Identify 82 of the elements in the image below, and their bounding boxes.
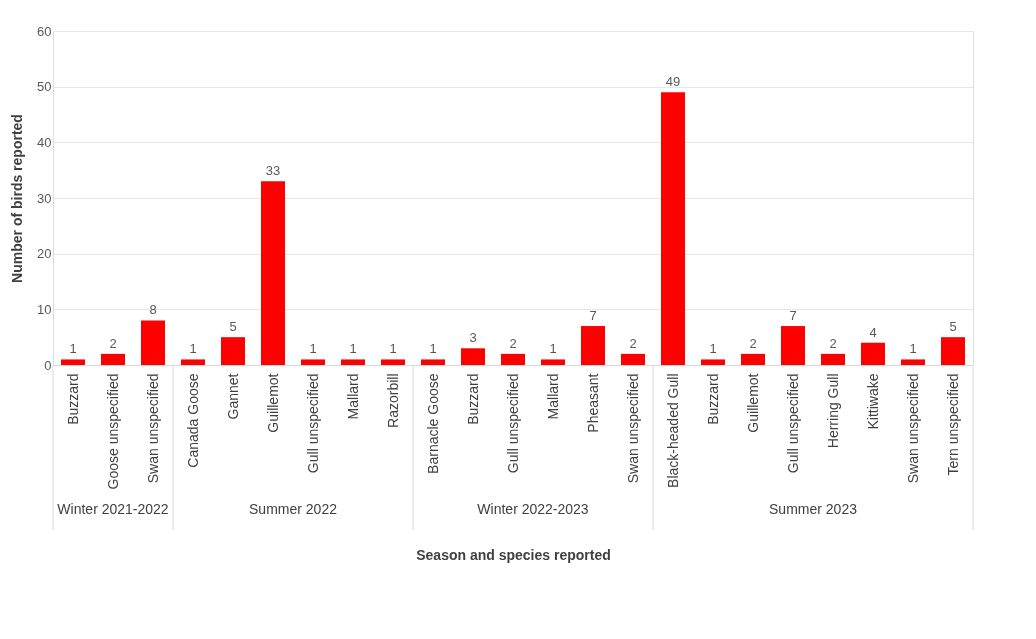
x-tick-label: Guillemot <box>264 373 281 433</box>
data-label: 33 <box>265 163 281 179</box>
text: Summer 2022 <box>249 501 338 517</box>
x-tick-label: Buzzard <box>464 373 481 425</box>
data-label: 2 <box>109 335 117 351</box>
data-label: 5 <box>229 319 237 335</box>
y-tick-label: 20 <box>37 246 52 262</box>
data-label: 1 <box>69 341 77 357</box>
bar <box>581 326 605 365</box>
data-label: 7 <box>589 308 597 324</box>
data-label: 5 <box>949 319 957 335</box>
data-label: 4 <box>869 324 877 340</box>
bar <box>861 342 885 365</box>
data-label: 8 <box>149 302 157 318</box>
bar <box>101 353 125 365</box>
x-tick-label: Kittiwake <box>864 373 881 430</box>
x-tick-label: Guillemot <box>744 373 761 433</box>
x-tick-label: Mallard <box>544 373 561 420</box>
data-label: 2 <box>829 335 837 351</box>
x-tick-label: Gannet <box>224 373 241 420</box>
x-tick-label: Gull unspecified <box>504 373 521 474</box>
x-tick-label: Swan unspecified <box>624 373 641 484</box>
x-tick-label: Gull unspecified <box>784 373 801 474</box>
data-label: 2 <box>629 335 637 351</box>
data-label: 1 <box>389 341 397 357</box>
bar <box>221 337 245 365</box>
x-tick-label: Swan unspecified <box>904 373 921 484</box>
x-tick-label: Herring Gull <box>824 373 841 449</box>
x-tick-label: Canada Goose <box>184 373 201 468</box>
bar <box>741 353 765 365</box>
bar <box>941 337 965 365</box>
data-label: 1 <box>429 341 437 357</box>
y-axis-title: Number of birds reported <box>9 114 26 283</box>
x-tick-label: Gull unspecified <box>304 373 321 474</box>
x-tick-label: Buzzard <box>64 373 81 425</box>
bar <box>901 359 925 365</box>
x-tick-label: Buzzard <box>704 373 721 425</box>
x-tick-label: Mallard <box>344 373 361 420</box>
data-label: 1 <box>909 341 917 357</box>
data-label: 49 <box>665 74 681 90</box>
text: Winter 2021-2022 <box>57 501 169 517</box>
bar <box>341 359 365 365</box>
data-label: 1 <box>349 341 357 357</box>
bar <box>421 359 445 365</box>
x-tick-label: Barnacle Goose <box>424 373 441 474</box>
data-label: 7 <box>789 308 797 324</box>
bar <box>261 181 285 365</box>
bar <box>461 348 485 365</box>
bar <box>181 359 205 365</box>
y-tick-label: 30 <box>37 190 52 206</box>
x-tick-label: Black-headed Gull <box>664 373 681 488</box>
bar <box>141 320 165 365</box>
x-axis-title: Season and species reported <box>416 547 611 564</box>
data-label: 1 <box>549 341 557 357</box>
text: Summer 2023 <box>769 501 858 517</box>
data-label: 3 <box>469 330 477 346</box>
data-label: 1 <box>309 341 317 357</box>
x-tick-label: Pheasant <box>584 373 601 433</box>
bar <box>661 92 685 365</box>
x-tick-label: Tern unspecified <box>944 373 961 476</box>
y-tick-label: 0 <box>44 357 52 373</box>
y-tick-label: 60 <box>37 23 52 39</box>
data-label: 2 <box>509 335 517 351</box>
bar <box>701 359 725 365</box>
y-tick-label: 50 <box>37 79 52 95</box>
bar <box>301 359 325 365</box>
text: Winter 2022-2023 <box>477 501 589 517</box>
bar <box>781 326 805 365</box>
y-tick-label: 40 <box>37 134 52 150</box>
bar <box>821 353 845 365</box>
bar <box>621 353 645 365</box>
x-tick-label: Swan unspecified <box>144 373 161 484</box>
x-tick-label: Razorbill <box>384 373 401 428</box>
data-label: 1 <box>189 341 197 357</box>
bar <box>501 353 525 365</box>
x-tick-label: Goose unspecified <box>104 373 121 490</box>
y-tick-label: 10 <box>37 301 52 317</box>
data-label: 2 <box>749 335 757 351</box>
data-label: 1 <box>709 341 717 357</box>
bar <box>381 359 405 365</box>
bar <box>61 359 85 365</box>
bar <box>541 359 565 365</box>
